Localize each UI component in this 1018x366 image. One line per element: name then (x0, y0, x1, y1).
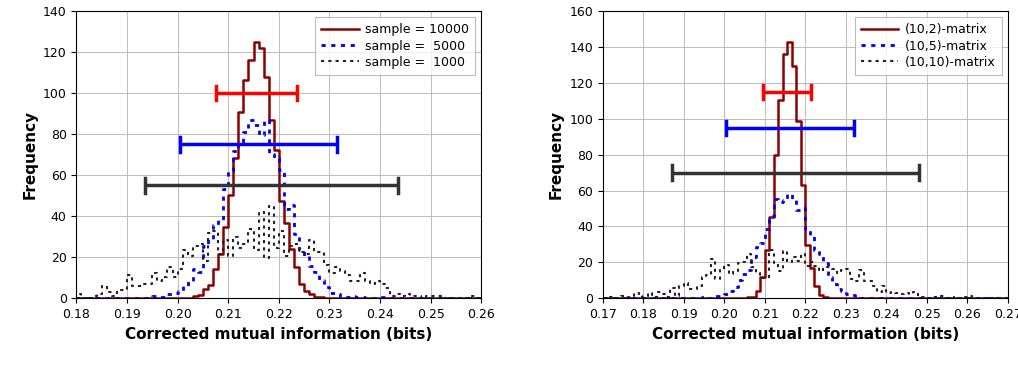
X-axis label: Corrected mutual information (bits): Corrected mutual information (bits) (652, 326, 959, 341)
Y-axis label: Frequency: Frequency (22, 110, 38, 199)
Legend: (10,2)-matrix, (10,5)-matrix, (10,10)-matrix: (10,2)-matrix, (10,5)-matrix, (10,10)-ma… (854, 17, 1002, 75)
Legend: sample = 10000, sample =  5000, sample =  1000: sample = 10000, sample = 5000, sample = … (315, 17, 475, 75)
Y-axis label: Frequency: Frequency (549, 110, 564, 199)
X-axis label: Corrected mutual information (bits): Corrected mutual information (bits) (125, 326, 433, 341)
